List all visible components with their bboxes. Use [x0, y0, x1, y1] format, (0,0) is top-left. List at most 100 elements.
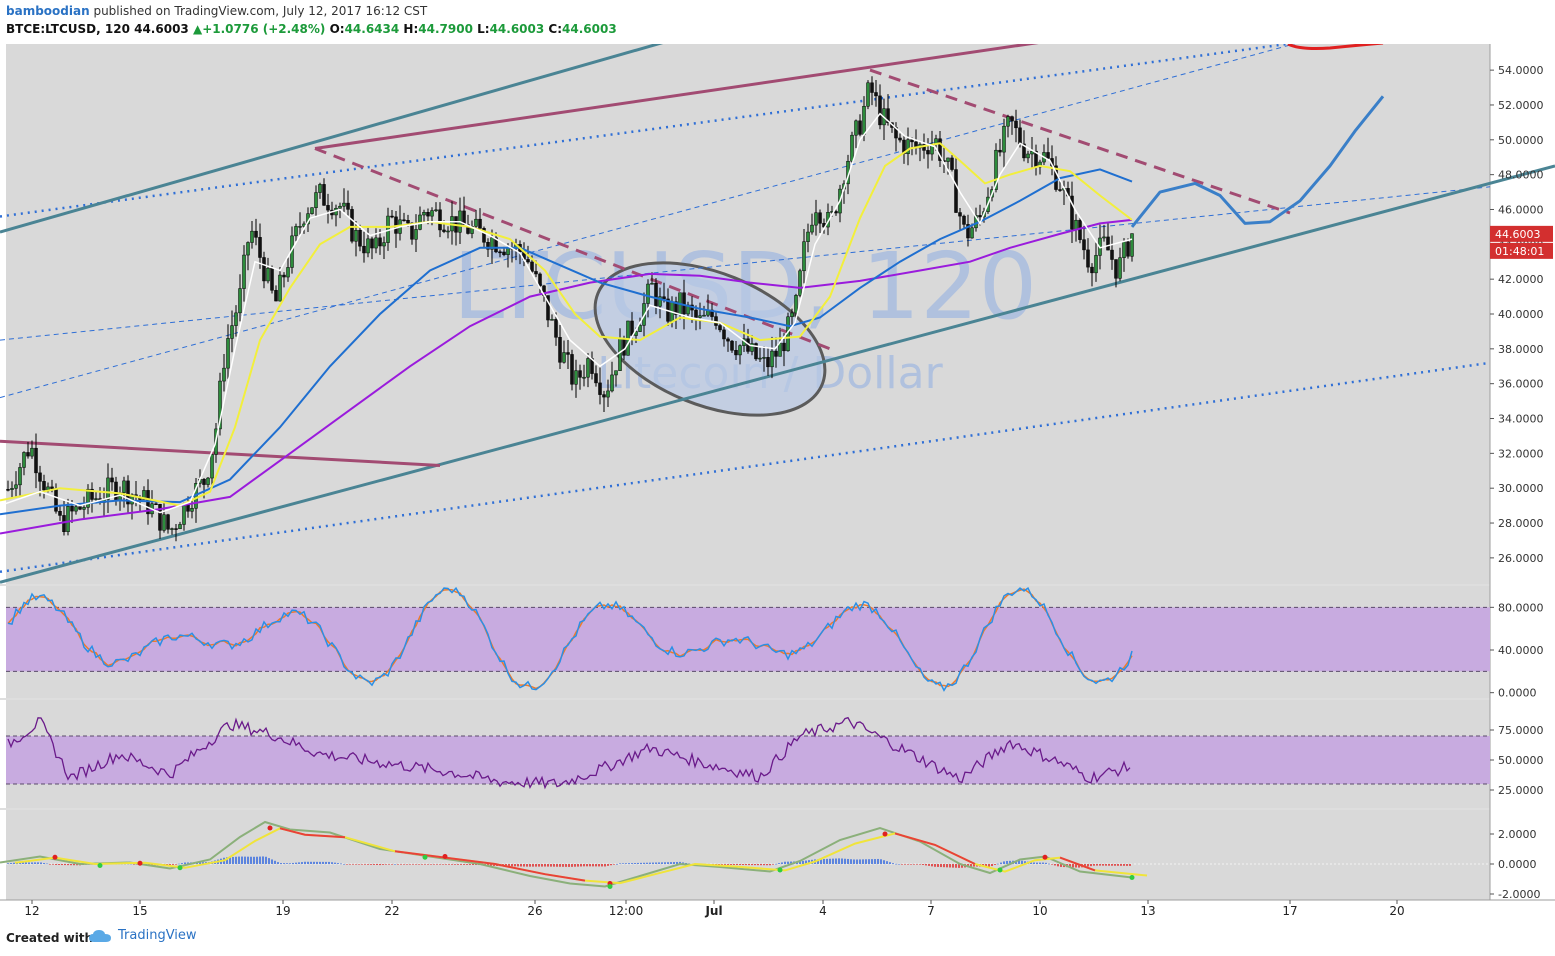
macd-histogram-bar	[250, 856, 252, 864]
tradingview-brand[interactable]: TradingView	[88, 928, 197, 943]
open-value: 44.6434	[344, 22, 400, 36]
candle-up	[814, 212, 818, 226]
macd-histogram-bar	[883, 860, 885, 864]
candle-down	[1106, 236, 1110, 251]
macd-histogram-bar	[598, 864, 600, 867]
author-link[interactable]: bamboodian	[6, 4, 90, 18]
y-tick-label: 26.0000	[1498, 552, 1544, 565]
macd-histogram-bar	[355, 864, 357, 865]
candle-down	[1058, 189, 1062, 191]
last-price-tag	[1490, 225, 1553, 242]
macd-histogram-bar	[721, 864, 723, 865]
macd-histogram-bar	[622, 863, 624, 864]
cross-dot-green	[997, 867, 1003, 873]
tradingview-link[interactable]: TradingView	[118, 928, 197, 943]
macd-histogram-bar	[856, 859, 858, 864]
candle-down	[166, 514, 170, 530]
macd-histogram-bar	[682, 862, 684, 864]
macd-histogram-bar	[430, 864, 432, 865]
candle-up	[806, 231, 810, 242]
y-tick-label: 50.0000	[1498, 134, 1544, 147]
candle-up	[18, 467, 22, 486]
candle-down	[498, 251, 502, 254]
candle-down	[526, 259, 530, 263]
macd-histogram-bar	[436, 864, 438, 865]
y-tick-label: 0.0000	[1498, 858, 1537, 871]
macd-histogram-bar	[730, 864, 732, 865]
macd-histogram-bar	[919, 864, 921, 865]
macd-histogram-bar	[1078, 864, 1080, 868]
cross-dot-red	[882, 831, 888, 837]
candle-down	[462, 210, 466, 225]
macd-histogram-bar	[388, 864, 390, 865]
macd-histogram-bar	[508, 864, 510, 867]
candle-up	[582, 376, 586, 379]
macd-histogram-bar	[322, 861, 324, 864]
macd-histogram-bar	[634, 863, 636, 864]
candle-up	[758, 357, 762, 360]
macd-histogram-bar	[307, 861, 309, 864]
macd-histogram-bar	[799, 861, 801, 864]
candle-up	[658, 296, 662, 307]
macd-histogram-bar	[10, 862, 12, 864]
candle-down	[878, 95, 882, 126]
candle-up	[1006, 116, 1010, 127]
candle-up	[906, 139, 910, 155]
candle-down	[1114, 259, 1118, 279]
x-tick-label: 20	[1389, 904, 1404, 918]
chart-area[interactable]: LTCUSD, 120 Litecoin / Dollar 54.000052.…	[0, 44, 1555, 920]
macd-histogram-bar	[1033, 862, 1035, 864]
candle-up	[86, 488, 90, 508]
time-scale-bg	[0, 900, 1555, 920]
y-tick-label: 50.0000	[1498, 754, 1544, 767]
macd-histogram-bar	[802, 860, 804, 864]
macd-histogram-bar	[1024, 861, 1026, 864]
macd-histogram-bar	[1048, 863, 1050, 865]
candle-up	[414, 229, 418, 240]
channel-lower-trendline	[0, 164, 1555, 584]
cross-dot-green	[777, 867, 783, 873]
y-tick-label: 42.0000	[1498, 273, 1544, 286]
downtrend-dashed-1	[314, 147, 831, 351]
x-tick-label: 19	[275, 904, 290, 918]
candle-down	[594, 373, 598, 384]
y-tick-label: 80.0000	[1498, 601, 1544, 614]
x-tick-label: 12:00	[609, 904, 644, 918]
macd-histogram-bar	[265, 856, 267, 864]
sma-mid-line	[0, 142, 1133, 507]
macd-histogram-bar	[916, 864, 918, 865]
candle-up	[142, 490, 146, 500]
candle-down	[322, 184, 326, 206]
candle-down	[978, 215, 982, 218]
macd-histogram-bar	[1108, 864, 1110, 866]
macd-histogram-bar	[718, 864, 720, 865]
candle-down	[726, 338, 730, 342]
candle-up	[66, 506, 70, 532]
macd-panel-bg	[6, 810, 1490, 900]
macd-histogram-bar	[40, 862, 42, 864]
x-tick-label: 7	[927, 904, 935, 918]
macd-histogram-bar	[370, 864, 372, 865]
macd-histogram-bar	[52, 864, 54, 865]
macd-histogram-bar	[1111, 864, 1113, 866]
macd-histogram-bar	[769, 864, 771, 866]
candle-down	[406, 219, 410, 224]
candle-up	[278, 274, 282, 302]
macd-histogram-bar	[607, 864, 609, 866]
candle-up	[206, 477, 210, 485]
macd-histogram-bar	[580, 864, 582, 867]
candle-up	[1038, 161, 1042, 168]
macd-histogram-bar	[808, 860, 810, 864]
macd-histogram-bar	[931, 864, 933, 867]
macd-histogram-bar	[784, 861, 786, 864]
macd-histogram-bar	[1093, 864, 1095, 866]
macd-histogram-bar	[1120, 864, 1122, 866]
x-tick-label: 4	[819, 904, 827, 918]
macd-histogram-bar	[313, 861, 315, 864]
x-tick-label: 13	[1140, 904, 1155, 918]
macd-histogram-bar	[736, 864, 738, 866]
macd-histogram-bar	[661, 862, 663, 864]
macd-histogram-bar	[427, 864, 429, 865]
macd-histogram-bar	[901, 864, 903, 865]
macd-histogram-bar	[292, 862, 294, 864]
